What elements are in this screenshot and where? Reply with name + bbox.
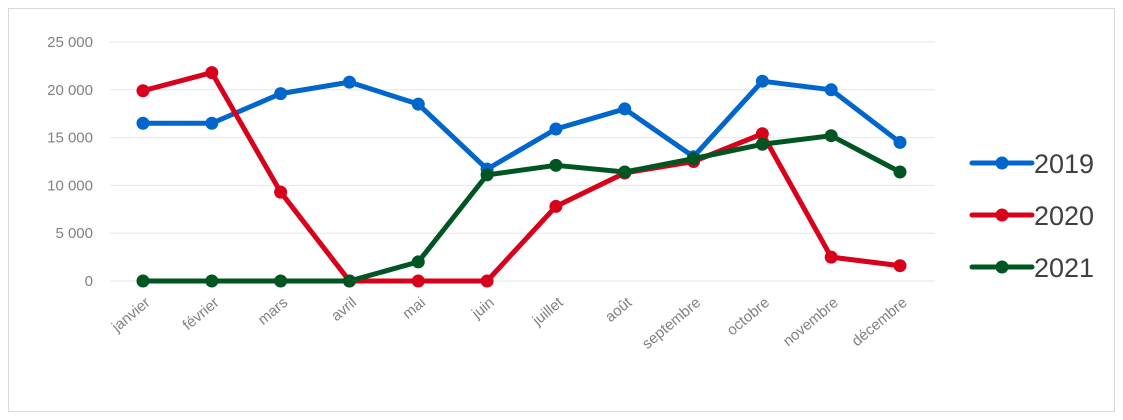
data-point [824,250,838,264]
x-tick-label: septembre [639,294,704,353]
data-point [618,102,632,116]
data-point [549,158,563,172]
data-point [136,84,150,98]
series-line [140,70,903,284]
legend-label: 2020 [1034,201,1094,231]
legend: 2019 2020 2021 [969,149,1094,283]
data-point [755,74,769,88]
data-point [893,135,907,149]
x-tick-label: août [602,294,636,326]
series-group [136,66,907,288]
data-point [549,199,563,213]
data-point [480,274,494,288]
data-point [893,165,907,179]
series-2020 [136,66,907,288]
data-point [136,116,150,130]
data-point [342,274,356,288]
data-point [274,185,288,199]
y-axis: 0 5 000 10 000 15 000 20 000 25 000 [47,34,93,290]
series-2021 [136,129,907,288]
data-point [824,83,838,97]
legend-label: 2019 [1034,149,1094,179]
y-tick-label: 10 000 [47,177,93,194]
series-2019 [136,74,907,176]
data-point [824,129,838,143]
x-tick-label: avril [328,294,360,325]
legend-label: 2021 [1034,253,1094,283]
data-point [205,66,219,80]
series-line [140,78,903,172]
x-tick-label: décembre [849,294,911,350]
y-tick-label: 5 000 [55,225,93,242]
legend-item: 2020 [969,201,1094,231]
x-tick-label: janvier [108,294,154,336]
y-tick-label: 20 000 [47,82,93,99]
x-tick-label: mars [255,294,291,328]
data-point [411,255,425,269]
data-point [755,137,769,151]
data-point [411,274,425,288]
y-tick-label: 25 000 [47,34,93,51]
legend-marker [995,208,1009,222]
data-point [687,152,701,166]
x-tick-label: février [180,294,223,334]
legend-item: 2021 [969,253,1094,283]
legend-marker [995,260,1009,274]
data-point [893,259,907,273]
x-tick-label: juin [468,294,498,323]
data-point [205,116,219,130]
data-point [618,165,632,179]
x-tick-label: octobre [724,294,773,339]
legend-item: 2019 [969,149,1094,179]
series-line [140,133,903,284]
data-point [411,97,425,111]
data-point [755,127,769,141]
x-axis: janvier février mars avril mai juin juillet aoû… [108,294,911,353]
data-point [342,75,356,89]
data-point [274,87,288,101]
data-point [136,274,150,288]
data-point [274,274,288,288]
x-tick-label: juillet [529,294,568,330]
x-tick-label: novembre [780,294,842,350]
legend-marker [995,156,1009,170]
data-point [205,274,219,288]
x-tick-label: mai [399,294,428,323]
data-point [480,168,494,182]
y-tick-label: 0 [85,273,93,290]
data-point [549,122,563,136]
y-tick-label: 15 000 [47,130,93,147]
